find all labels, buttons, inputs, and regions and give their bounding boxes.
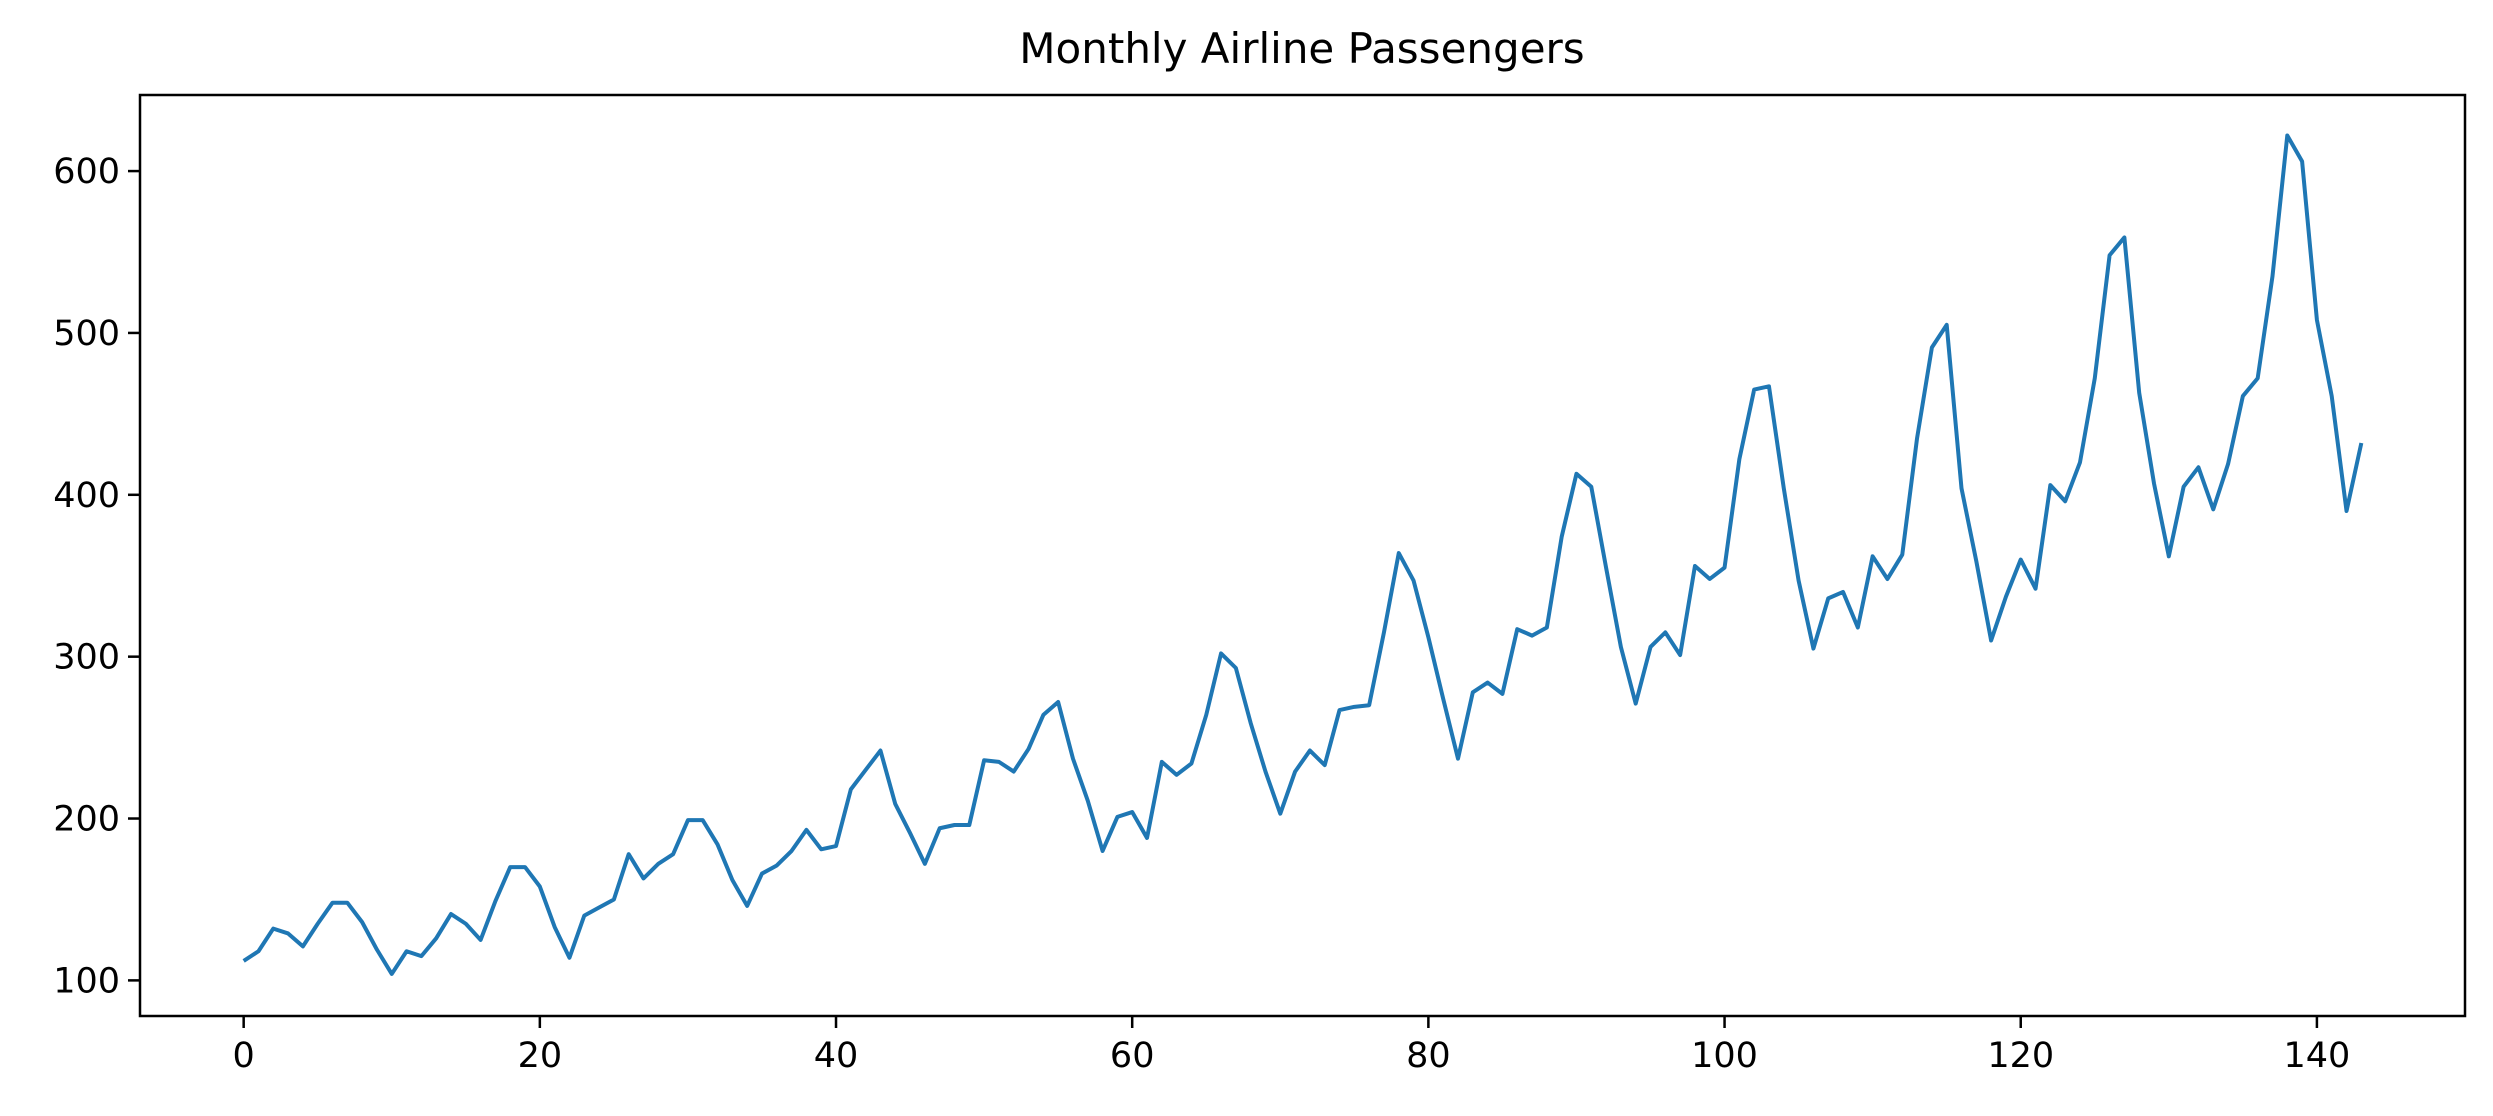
x-tick-label: 40: [814, 1036, 859, 1076]
series-line-0: [242, 133, 2364, 976]
x-tick-label: 0: [233, 1036, 255, 1076]
y-axis: 100 200 300 400 500 600: [53, 152, 140, 1001]
x-tick-label: 140: [2284, 1036, 2351, 1076]
x-tick-label: 120: [1987, 1036, 2054, 1076]
x-tick-label: 80: [1406, 1036, 1451, 1076]
axes-frame: [138, 93, 2467, 1018]
y-tick-label: 500: [53, 314, 120, 354]
x-tick-label: 20: [518, 1036, 563, 1076]
plot-area: [242, 133, 2364, 976]
x-tick-label: 60: [1110, 1036, 1155, 1076]
y-tick-label: 400: [53, 476, 120, 516]
y-tick-label: 200: [53, 800, 120, 840]
y-tick-label: 300: [53, 638, 120, 678]
x-axis: 0 20 40 60 80 100 120 140: [233, 1016, 2351, 1076]
y-tick-label: 600: [53, 152, 120, 192]
chart-title: Monthly Airline Passengers: [1019, 24, 1584, 73]
x-tick-label: 100: [1691, 1036, 1758, 1076]
y-tick-label: 100: [53, 961, 120, 1001]
